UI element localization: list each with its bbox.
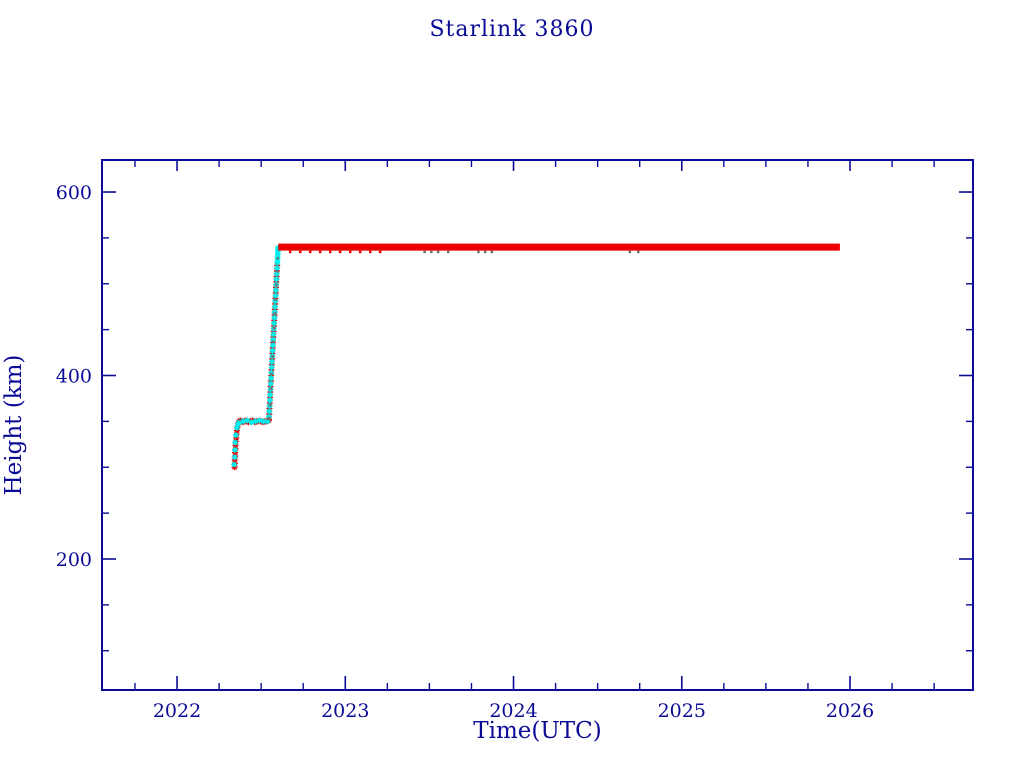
height-red-speck-markers [328,250,332,254]
height-cyan-markers [271,303,278,310]
height-cyan-markers [231,454,238,461]
height-gray-markers [637,250,640,254]
height-red-speck-markers [358,250,362,254]
height-cyan-markers [248,419,255,426]
height-cyan-markers [268,358,275,365]
height-red-speck-markers [369,250,372,254]
x-tick-label: 2026 [826,700,874,722]
height-cyan-markers [256,417,263,424]
height-gray-markers [274,298,277,301]
height-red-speck-markers [308,250,312,254]
height-red-speck-markers [299,250,302,254]
height-cyan-markers [272,287,279,294]
height-gray-markers [268,403,272,407]
height-gray-markers [430,250,433,254]
height-cyan-markers [231,446,238,453]
height-cyan-markers [275,244,282,251]
height-cyan-markers [236,419,243,426]
height-cyan-markers [274,265,281,272]
height-cyan-markers [233,424,240,431]
height-gray-markers [423,250,426,254]
height-red-speck-markers [288,250,292,254]
height-cyan-markers [271,314,278,321]
height-cyan-markers [273,276,280,283]
height-gray-markers [275,283,278,287]
height-cyan-markers [267,380,274,387]
height-cyan-markers [267,391,274,398]
height-red-speck-markers [318,250,322,254]
height-cyan-markers [266,408,273,415]
x-tick-label: 2025 [658,700,706,722]
height-cyan-markers [232,432,239,439]
height-cyan-markers [269,347,276,354]
height-red-speck-markers [378,250,382,254]
height-cyan-markers [272,298,279,305]
height-cyan-markers [264,418,271,425]
height-gray-markers [270,372,273,376]
height-gray-markers [490,250,494,254]
height-cyan-markers [269,342,276,349]
height-cyan-markers [266,397,273,404]
height-cyan-markers [272,292,279,299]
height-cyan-markers [270,331,277,338]
height-cyan-markers [268,375,275,382]
y-tick-label: 200 [56,549,92,571]
height-gray-markers [275,269,279,273]
height-cyan-markers [273,270,280,277]
height-gray-markers [477,250,480,254]
height-gray-markers [272,326,276,330]
height-gray-markers [271,340,275,344]
height-cyan-markers [268,364,275,371]
height-cyan-markers [231,461,238,468]
x-tick-label: 2023 [321,700,369,722]
chart-title: Starlink 3860 [429,17,595,42]
y-tick-label: 400 [56,366,92,388]
height-gray-markers [446,250,450,254]
height-cyan-markers [240,418,247,425]
height-gray-markers [273,312,277,315]
height-cyan-markers [232,439,239,446]
height-gray-markers [628,250,632,254]
height-gray-markers [271,355,274,358]
height-cyan-markers [260,418,267,425]
height-gray-markers [268,416,271,420]
y-tick-label: 600 [56,182,92,204]
height-cyan-markers [252,418,259,425]
height-red-speck-markers [348,250,352,254]
height-red-speck-markers [338,250,342,254]
height-gray-markers [276,257,279,260]
height-cyan-markers [244,417,251,424]
height-gray-markers [269,387,273,390]
axes-frame [101,159,974,691]
height-gray-markers [483,250,487,254]
x-axis-title: Time(UTC) [473,718,602,744]
height-gray-markers [238,418,242,422]
height-cyan-markers [270,336,277,343]
height-gray-markers [436,250,440,254]
height-cyan-markers [271,320,278,327]
x-tick-label: 2024 [489,700,537,722]
x-tick-label: 2022 [153,700,201,722]
